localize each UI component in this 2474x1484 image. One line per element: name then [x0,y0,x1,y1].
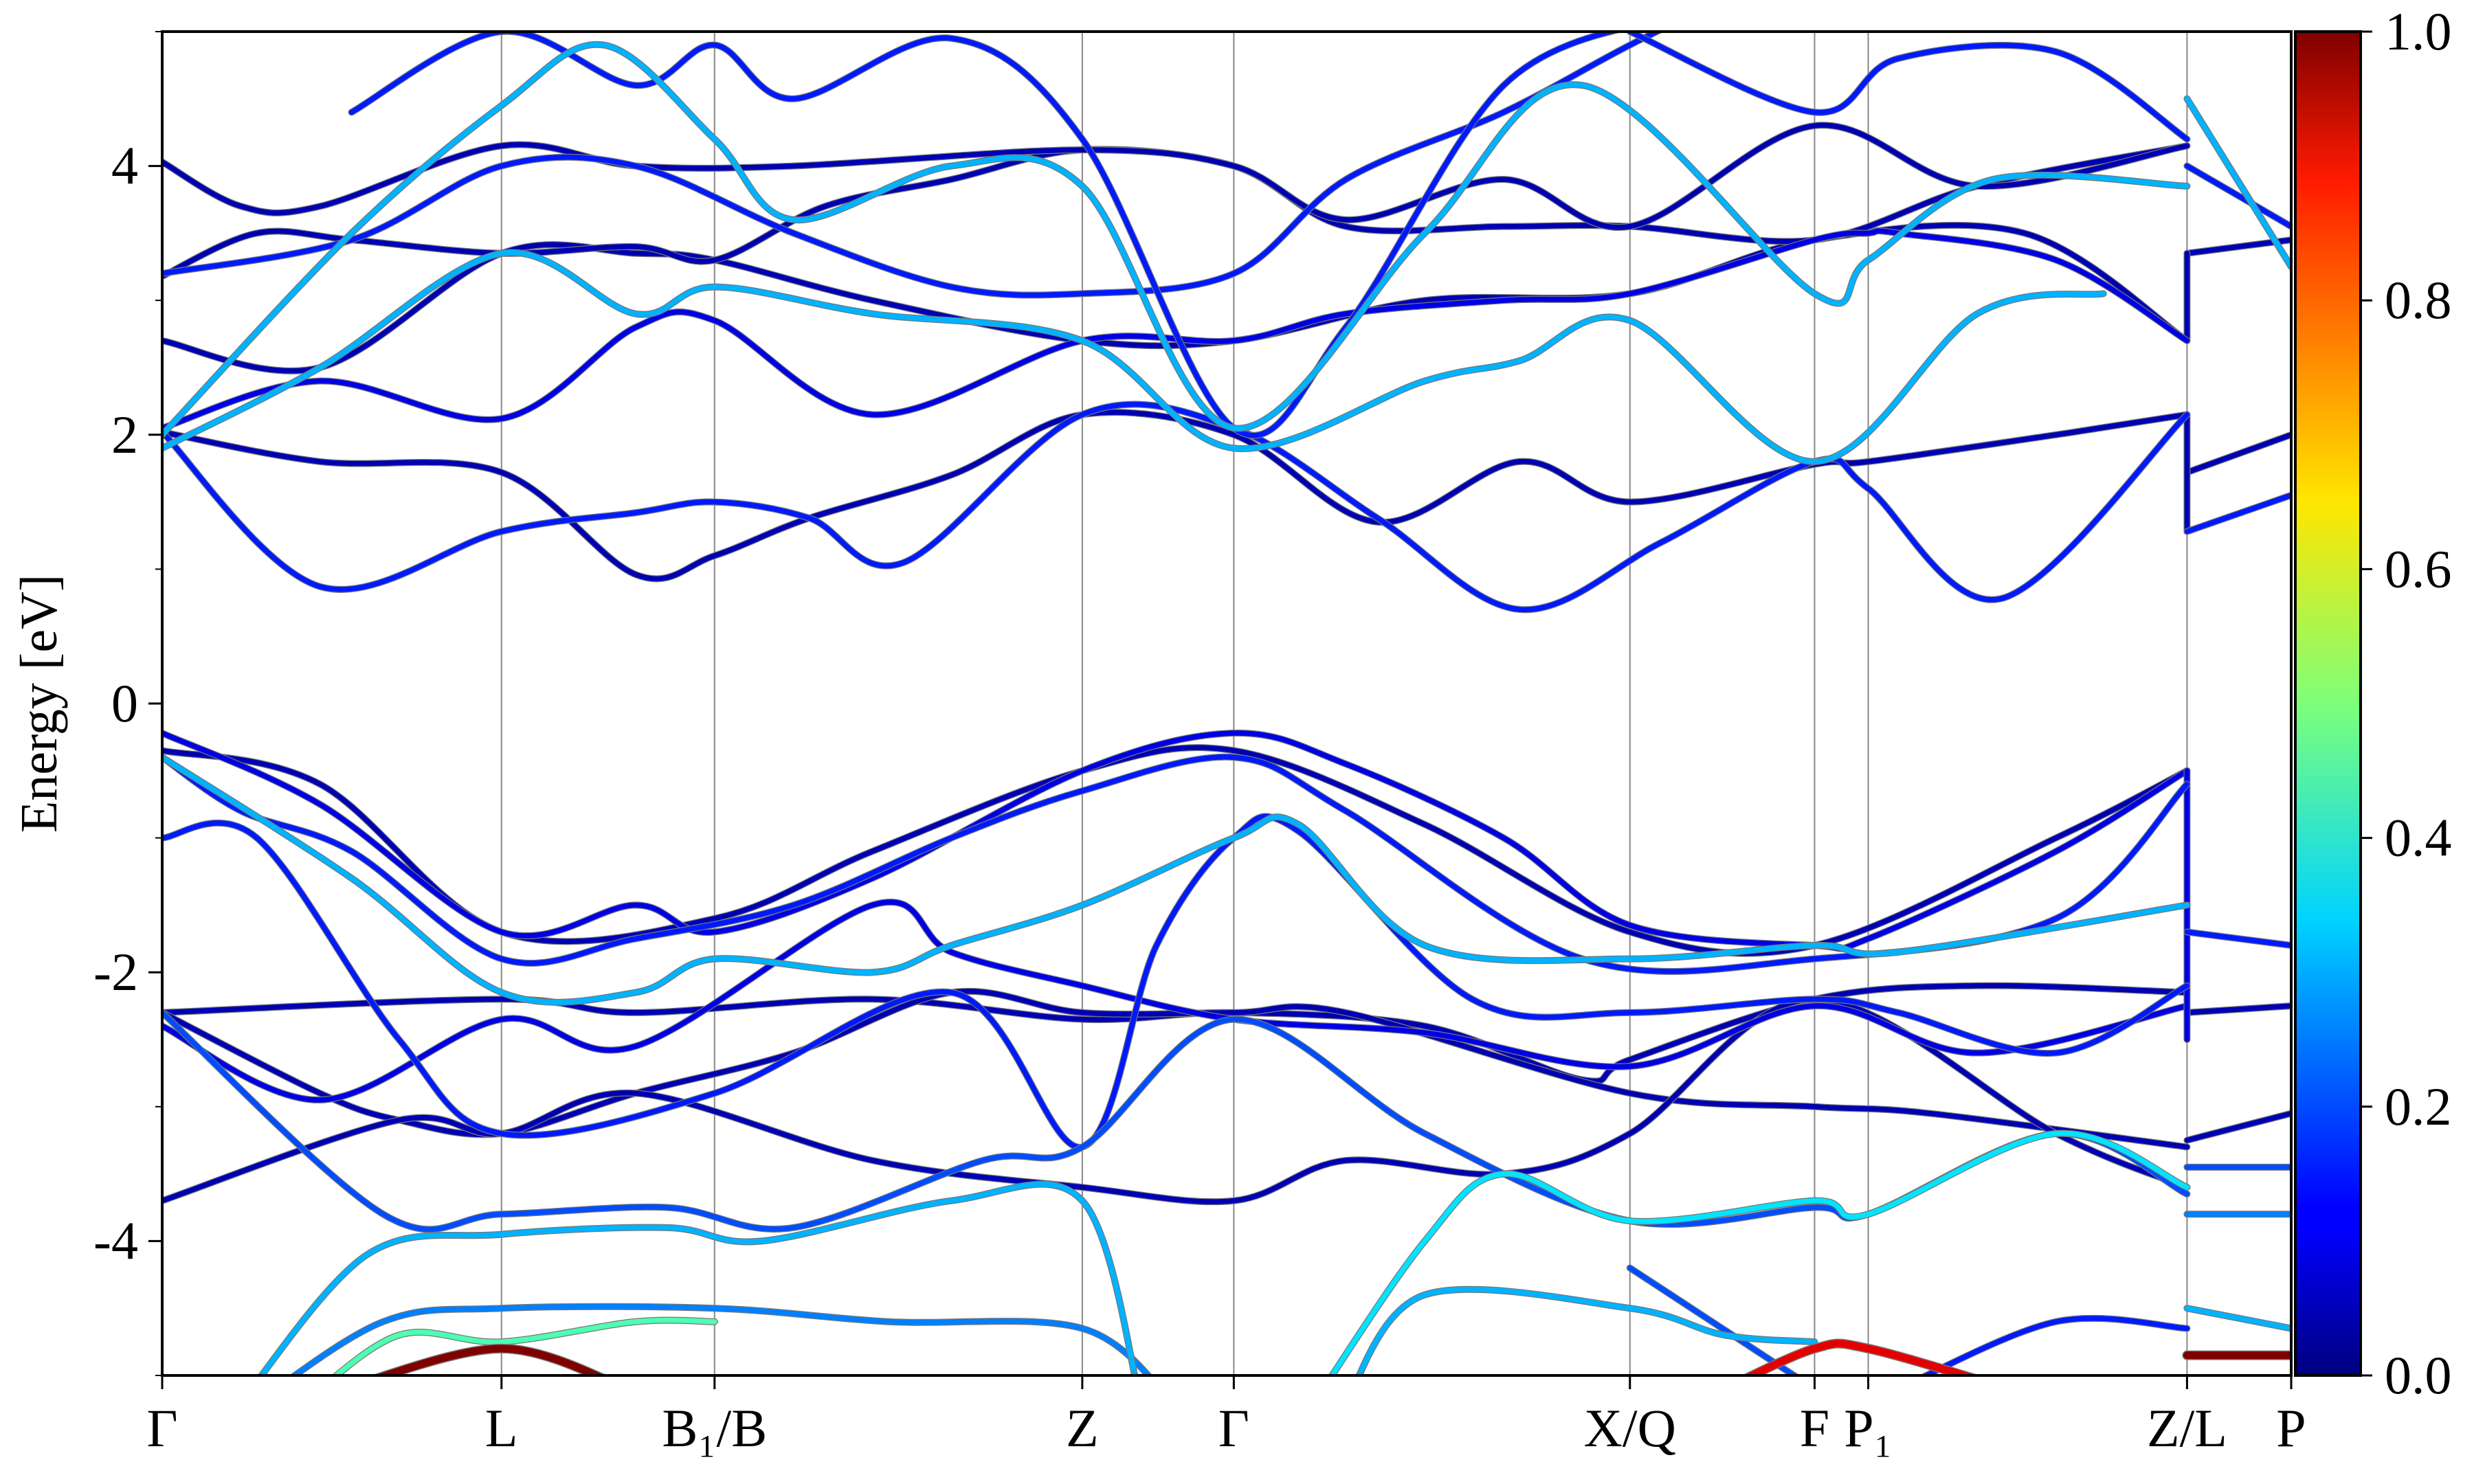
band-line [373,1345,606,1375]
band-line [2184,1305,2291,1331]
band-line [2184,493,2291,535]
band-line [1627,32,2190,142]
y-axis-label: Energy [eV] [10,574,68,833]
x-tick-label: P₁ [1844,1398,1893,1458]
x-tick-label: Γ [146,1398,177,1458]
x-axis: Γ L B₁/B Z Γ X/Q F P₁ Z/L P [146,1375,2306,1458]
band-line-outline [1918,1314,2191,1375]
band-line [332,1317,717,1375]
band-line [290,1304,1152,1375]
y-tick-label: 2 [111,405,138,464]
x-tick-label: X/Q [1584,1398,1676,1458]
band-line [2184,929,2291,948]
band-line [2184,1003,2291,1015]
band-line [1328,1130,2190,1375]
band-line [162,41,2190,438]
band-line [348,32,1622,438]
colorbar-tick-label: 0.6 [2385,539,2452,598]
band-line [1356,1287,1818,1375]
plot-frame [161,30,2293,1377]
colorbar: 0.0 0.2 0.4 0.6 0.8 1.0 [2294,1,2452,1405]
colorbar-tick-label: 0.0 [2385,1345,2452,1405]
band-line [2184,1110,2291,1143]
x-tick-label: Γ [1218,1398,1249,1458]
band-line [2184,163,2291,229]
x-tick-label: Z/L [2147,1398,2227,1458]
band-line [2184,237,2291,256]
band-line [162,754,2190,974]
y-tick-label: -4 [93,1211,138,1270]
band-line [162,409,2190,582]
band-line [162,899,2190,1103]
band-line-outline [162,41,2191,438]
band-line [162,32,1663,298]
colorbar-tick-label: 0.4 [2385,808,2452,868]
colorbar-tick-label: 0.2 [2385,1077,2452,1136]
band-line [1743,1340,1978,1375]
band-line [162,401,2190,613]
band-line [2184,432,2291,475]
band-line [1920,1316,2190,1375]
band-line-outline [257,1180,1139,1375]
colorbar-tick-label: 1.0 [2385,1,2452,61]
band-line [162,249,2106,464]
band-line-outline [162,32,1665,299]
colorbar-gradient [2294,30,2362,1377]
band-line [162,143,2190,279]
band-line-outline [162,754,2191,1006]
band-line-outline [162,409,2191,583]
band-line [162,989,2190,1150]
band-line [1627,1265,1799,1375]
band-line [2184,96,2291,270]
y-tick-label: 0 [111,673,138,733]
band-line-outline [162,142,2191,280]
bands [162,32,2291,1375]
x-tick-label: B₁/B [662,1398,767,1458]
x-tick-label: L [485,1398,518,1458]
band-line [258,1182,1137,1375]
band-line [162,813,2190,1150]
band-line-outline [1626,32,2191,143]
band-line-outline [162,122,2191,232]
colorbar-tick-label: 0.8 [2385,270,2452,330]
band-line [162,745,2190,956]
y-tick-label: 4 [111,136,138,196]
x-tick-label: P [2276,1398,2306,1458]
x-tick-label: Z [1066,1398,1099,1458]
band-line [162,228,2190,431]
band-line [162,754,2190,1005]
band-line [162,122,2190,230]
y-axis: -4 -2 0 2 4 [93,31,162,1376]
y-tick-label: -2 [93,942,138,1002]
x-tick-label: F [1800,1398,1829,1458]
kpoint-gridlines [161,32,2292,1375]
